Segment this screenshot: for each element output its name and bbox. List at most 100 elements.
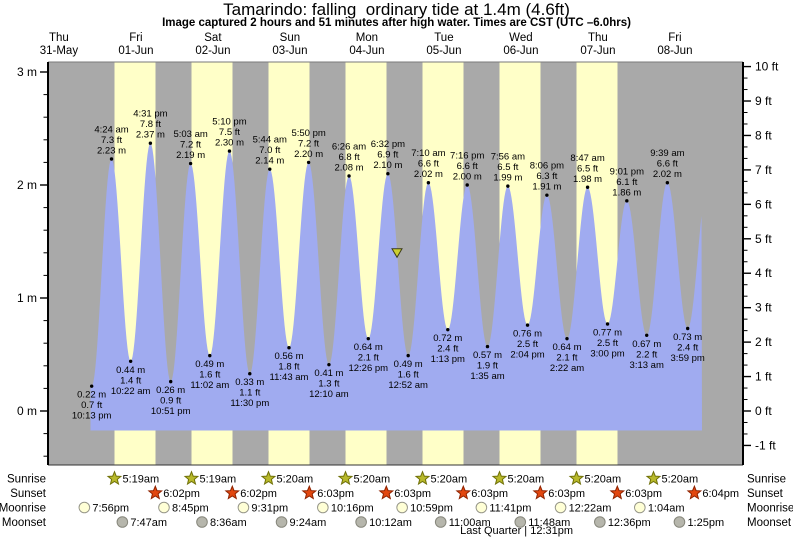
sunrise-icon <box>106 470 123 486</box>
left-axis-label: 0 m <box>17 404 37 418</box>
astro-row-label-left: Moonset <box>2 517 47 529</box>
tide-annotation-line: 11:02 am <box>190 380 229 391</box>
tide-annotation-line: 12:10 am <box>309 389 349 400</box>
tide-annotation-line: 11:30 pm <box>230 398 269 409</box>
tide-point-dot <box>585 185 590 189</box>
sunset-time: 6:04pm <box>702 488 739 500</box>
astro-row-label-left: Sunrise <box>7 474 46 486</box>
sunrise-time: 5:20am <box>662 474 699 486</box>
tide-annotation-line: 6.6 ft <box>457 161 478 172</box>
day-date-label: 31-May <box>40 45 79 57</box>
sunset-icon <box>609 484 626 500</box>
high-tide-annotation: 5:10 pm7.5 ft2.30 m <box>212 117 246 149</box>
tide-point-dot <box>248 372 252 376</box>
low-tide-annotation: 0.72 m2.4 ft1:13 pm <box>431 333 465 365</box>
tide-annotation-line: 1.99 m <box>493 173 522 184</box>
high-tide-annotation: 7:16 pm6.6 ft2.00 m <box>450 151 484 183</box>
moonset-icon <box>275 516 288 528</box>
tide-annotation-line: 6.9 ft <box>377 150 398 161</box>
tide-annotation-line: 3:00 pm <box>590 348 624 359</box>
low-tide-annotation: 0.73 m2.4 ft3:59 pm <box>671 332 705 364</box>
low-tide-annotation: 0.64 m2.1 ft2:22 am <box>550 342 584 374</box>
high-tide-annotation: 5:50 pm7.2 ft2.20 m <box>291 128 325 160</box>
tide-annotation-line: 7.8 ft <box>140 119 161 130</box>
tide-point-dot <box>645 333 649 337</box>
tide-annotation-line: 9:39 am <box>650 148 684 159</box>
sunset-icon <box>301 484 318 500</box>
day-date-label: 05-Jun <box>426 45 461 57</box>
tide-annotation-line: 6:26 am <box>332 141 366 152</box>
moonset-icon <box>434 516 447 528</box>
moonset-time: 11:48am <box>528 517 570 529</box>
tide-annotation-line: 7:16 pm <box>450 151 484 162</box>
day-name-label: Sun <box>280 32 300 44</box>
tide-point-dot <box>406 353 410 358</box>
right-axis-label: 7 ft <box>755 163 772 177</box>
tide-annotation-line: 0.22 m <box>77 390 106 401</box>
tide-point-dot <box>465 183 469 187</box>
tide-annotation-line: 10:22 am <box>111 386 151 397</box>
moonset-icon <box>355 516 367 528</box>
tide-point-dot <box>188 161 193 166</box>
moonrise-time: 8:45pm <box>172 503 209 515</box>
tide-point-dot <box>506 184 510 188</box>
high-tide-annotation: 6:26 am6.8 ft2.08 m <box>332 141 366 173</box>
astro-row-label-right: Sunrise <box>747 474 786 486</box>
sunrise-icon <box>337 470 354 486</box>
sunset-time: 6:03pm <box>625 488 662 500</box>
low-tide-annotation: 0.67 m2.2 ft3:13 am <box>630 339 664 371</box>
tide-point-dot <box>148 141 153 145</box>
tide-annotation-line: 5:50 pm <box>291 128 325 139</box>
tide-annotation-line: 0.44 m <box>116 365 145 376</box>
tide-point-dot <box>366 336 370 341</box>
right-axis-label: 1 ft <box>755 370 772 384</box>
tide-annotation-line: 2.14 m <box>255 156 284 167</box>
high-tide-annotation: 9:39 am6.6 ft2.02 m <box>650 148 684 180</box>
moonrise-icon <box>158 501 170 514</box>
tide-point-dot <box>208 353 212 358</box>
tide-annotation-line: 10:51 pm <box>151 406 191 417</box>
page-subtitle: Image captured 2 hours and 51 minutes af… <box>162 17 631 29</box>
sunrise-icon <box>491 470 508 486</box>
tide-point-dot <box>128 359 133 363</box>
moonrise-time: 7:56pm <box>92 503 129 515</box>
day-date-label: 02-Jun <box>195 45 230 57</box>
tide-annotation-line: 8:06 pm <box>530 161 564 172</box>
tide-annotation-line: 2.02 m <box>653 169 682 180</box>
moonrise-time: 10:16pm <box>331 503 374 515</box>
tide-annotation-line: 7:56 am <box>491 152 525 163</box>
tide-point-dot <box>525 323 530 327</box>
tide-point-dot <box>446 327 450 332</box>
moonset-icon <box>594 516 606 528</box>
moonrise-icon <box>396 501 408 514</box>
moonrise-time: 10:59pm <box>410 503 453 515</box>
astro-row-label-left: Sunset <box>10 488 47 500</box>
tide-point-dot <box>485 344 490 349</box>
tide-annotation-line: 6.5 ft <box>497 162 518 173</box>
moonrise-time: 12:22am <box>569 503 612 515</box>
sunrise-time: 5:20am <box>277 474 314 486</box>
astro-row-label-right: Moonset <box>747 517 792 529</box>
tide-annotation-line: 2:22 am <box>550 363 584 374</box>
tide-annotation-line: 4:24 am <box>94 125 128 136</box>
tide-point-dot <box>625 199 629 203</box>
tide-annotation-line: 1.8 ft <box>278 362 299 373</box>
day-date-label: 03-Jun <box>272 45 307 57</box>
moonrise-icon <box>237 501 250 514</box>
sunrise-time: 5:20am <box>354 474 391 486</box>
high-tide-annotation: 6:32 pm6.9 ft2.10 m <box>371 139 405 171</box>
day-name-label: Wed <box>509 32 532 44</box>
tide-point-dot <box>347 174 351 178</box>
tide-area <box>90 143 702 431</box>
tide-annotation-line: 6:32 pm <box>371 139 405 150</box>
tide-annotation-line: 2.19 m <box>176 150 205 161</box>
tide-annotation-line: 1.3 ft <box>318 379 339 390</box>
moonset-time: 7:47am <box>130 517 167 529</box>
day-name-label: Mon <box>356 32 378 44</box>
moonset-time: 1:25pm <box>687 517 724 529</box>
high-tide-annotation: 8:47 am6.5 ft1.98 m <box>570 153 604 185</box>
